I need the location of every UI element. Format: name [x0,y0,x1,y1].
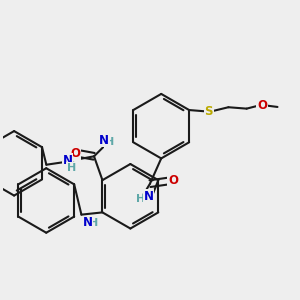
Text: H: H [136,194,145,204]
Text: N: N [62,154,72,167]
Text: O: O [70,147,80,160]
Text: O: O [257,99,267,112]
Text: H: H [104,137,114,147]
Text: O: O [168,174,178,187]
Text: N: N [83,216,93,229]
Text: N: N [99,134,109,146]
Text: H: H [67,163,76,172]
Text: N: N [144,190,154,203]
Text: S: S [205,105,213,118]
Text: H: H [89,218,98,228]
